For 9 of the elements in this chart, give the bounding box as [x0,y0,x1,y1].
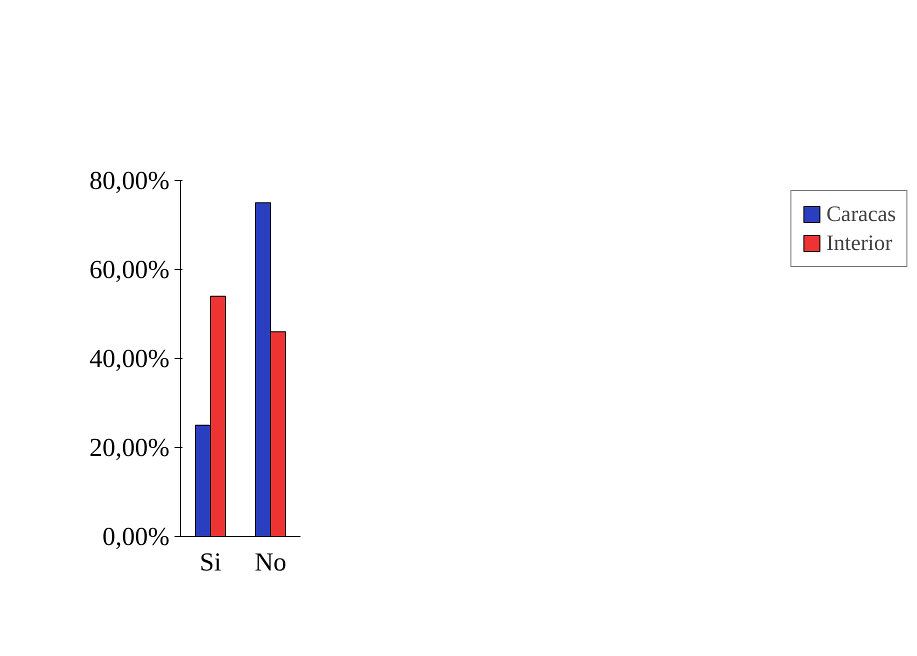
y-tick-label: 80,00% [89,166,170,195]
y-tick-label: 60,00% [89,255,170,284]
legend-label: Interior [826,230,892,256]
y-tick-label: 0,00% [102,522,170,551]
legend-label: Caracas [826,201,896,227]
y-tick-label: 40,00% [89,344,170,373]
y-tick-label: 20,00% [89,433,170,462]
x-tick-label: Si [200,548,222,576]
x-tick-label: No [254,548,286,576]
